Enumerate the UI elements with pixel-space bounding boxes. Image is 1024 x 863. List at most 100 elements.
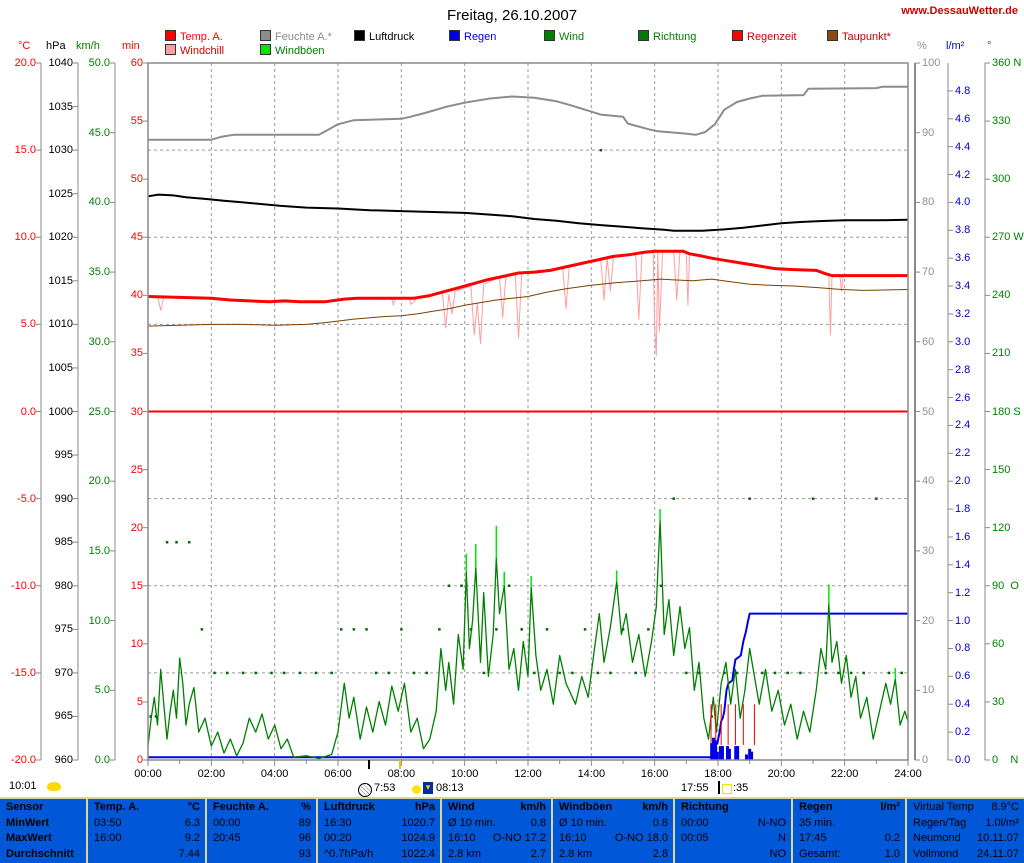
table-row: Richtung (681, 801, 729, 813)
axis-tick-label-pct: 10 (922, 684, 935, 697)
legend-label: Taupunkt* (842, 31, 891, 43)
table-row: Neumond 10.11.07 (913, 832, 1019, 845)
axis-tick-label-kmh: 45.0 (88, 126, 110, 139)
direction-dot (837, 671, 840, 675)
rain-bar (745, 754, 748, 760)
axis-tick-label-deg: 240 (992, 289, 1011, 302)
legend-item-windböen: Windböen (260, 44, 325, 57)
snapshot-time: 10:01 (9, 780, 37, 792)
direction-dot (596, 671, 599, 675)
axis-tick-label-deg: 90 O (992, 579, 1019, 592)
rain-bar (710, 743, 714, 760)
rain-bar (712, 737, 716, 760)
axis-tick-label-lm2: 1.0 (955, 614, 971, 627)
axis-tick-label-min: 50 (130, 173, 143, 186)
website-link[interactable]: www.DessauWetter.de (901, 5, 1018, 17)
table-row: Regen l/m² (799, 801, 900, 813)
direction-dot (330, 671, 333, 675)
direction-dot (339, 628, 343, 631)
direction-dot (811, 497, 815, 500)
axis-tick-label-deg: 150 (992, 463, 1011, 476)
sunrise-flag-icon: ▾ (423, 782, 433, 794)
table-row: NO (769, 847, 787, 860)
direction-dot (400, 628, 403, 631)
axis-tick-label-lm2: 4.0 (955, 196, 971, 209)
axis-tick-label-pct: 90 (922, 126, 935, 139)
direction-dot (520, 628, 523, 631)
table-row: 03:50 6.3 (94, 816, 200, 829)
table-col-tempa: Temp. A. °C 03:50 6.3 16:00 9.2 7.44 (88, 799, 207, 863)
series-Feuchte A. (148, 85, 908, 141)
axis-tick-label-temp: 5.0 (20, 318, 36, 331)
x-axis-label: 08:00 (387, 768, 416, 780)
legend-label: Luftdruck (369, 31, 415, 43)
axis-tick-label-hpa: 1000 (48, 405, 73, 418)
direction-dot (352, 628, 356, 631)
table-col-feuchtea: Feuchte A.% 00:00 89 20:45 96 93 (207, 799, 318, 863)
table-row: 16:10 O-NO 18.0 (559, 832, 668, 845)
direction-dot (599, 148, 603, 152)
series-Wind (147, 519, 909, 760)
axis-tick-label-lm2: 1.6 (955, 530, 971, 543)
direction-dot (387, 671, 390, 675)
table-row: Windböen km/h (559, 801, 668, 813)
direction-dot (621, 628, 625, 631)
x-axis-label: 12:00 (514, 768, 542, 780)
axis-tick-label-kmh: 25.0 (88, 405, 110, 418)
axis-tick-label-lm2: 0.4 (955, 698, 971, 711)
direction-dot (723, 671, 726, 675)
axis-tick-label-pct: 100 (922, 57, 941, 69)
direction-dot (533, 671, 536, 675)
page-title: Freitag, 26.10.2007 (446, 7, 578, 24)
table-row: Feuchte A.% (213, 801, 311, 813)
axis-tick-label-min: 30 (130, 405, 143, 418)
axis-tick-label-deg: 120 (992, 521, 1011, 534)
x-axis-label: 24:00 (894, 768, 922, 780)
axis-tick-label-lm2: 2.8 (955, 363, 971, 376)
legend-item-windchill: Windchill (165, 44, 224, 57)
legend-swatch-icon (544, 30, 555, 41)
axis-tick-label-deg: 270 W (992, 231, 1024, 244)
direction-dot (225, 671, 229, 675)
axis-tick-label-hpa: 975 (54, 623, 73, 636)
direction-dot (482, 671, 485, 675)
axis-tick-label-lm2: 3.8 (955, 224, 971, 237)
table-col-windböen: Windböen km/h Ø 10 min. 0.8 16:10 O-NO 18.0 2.… (553, 799, 675, 863)
direction-dot (187, 540, 191, 544)
direction-dot (583, 628, 587, 631)
table-row: Gesamt: 1.0 (799, 847, 900, 860)
direction-dot (314, 671, 318, 675)
axis-tick-label-hpa: 1020 (48, 231, 73, 244)
axis-tick-label-lm2: 4.2 (955, 168, 971, 181)
table-row: Regen/Tag 1.0l/m² (913, 816, 1019, 829)
axis-tick-label-temp: 20.0 (14, 57, 36, 69)
legend-item-regen: Regen (449, 30, 496, 43)
axis-tick-label-kmh: 35.0 (88, 266, 110, 279)
axis-tick-label-lm2: 2.4 (955, 419, 971, 432)
direction-dot (412, 671, 416, 675)
direction-dot (875, 497, 878, 500)
legend-label: Wind (559, 31, 585, 43)
legend-item-richtung: Richtung (638, 30, 696, 43)
axis-tick-label-pct: 60 (922, 335, 935, 348)
table-row: ^0.7hPa/h 1022.4 (324, 847, 435, 860)
axis-tick-label-min: 25 (130, 463, 143, 476)
legend-item-feuchtea: Feuchte A.* (260, 30, 332, 43)
table-row: Sensor (6, 801, 44, 813)
legend-swatch-icon (827, 30, 838, 41)
axis-tick-label-kmh: 0.0 (94, 754, 110, 766)
axis-tick-label-lm2: 2.0 (955, 475, 971, 488)
legend-item-tempa: Temp. A. (165, 30, 223, 43)
axis-tick-label-kmh: 5.0 (94, 684, 110, 697)
axis-tick-label-deg: 210 (992, 347, 1011, 360)
axis-unit-label: km/h (76, 40, 100, 52)
legend-swatch-icon (165, 30, 176, 41)
axis-tick-label-pct: 30 (922, 544, 935, 557)
direction-dot (200, 628, 204, 631)
table-row: Luftdruck hPa (324, 801, 435, 813)
x-axis-label: 04:00 (260, 768, 289, 780)
axis-tick-label-deg: 180 S (992, 405, 1021, 418)
direction-dot (786, 671, 789, 675)
ephemeris-time-label: 08:13 (436, 782, 464, 794)
